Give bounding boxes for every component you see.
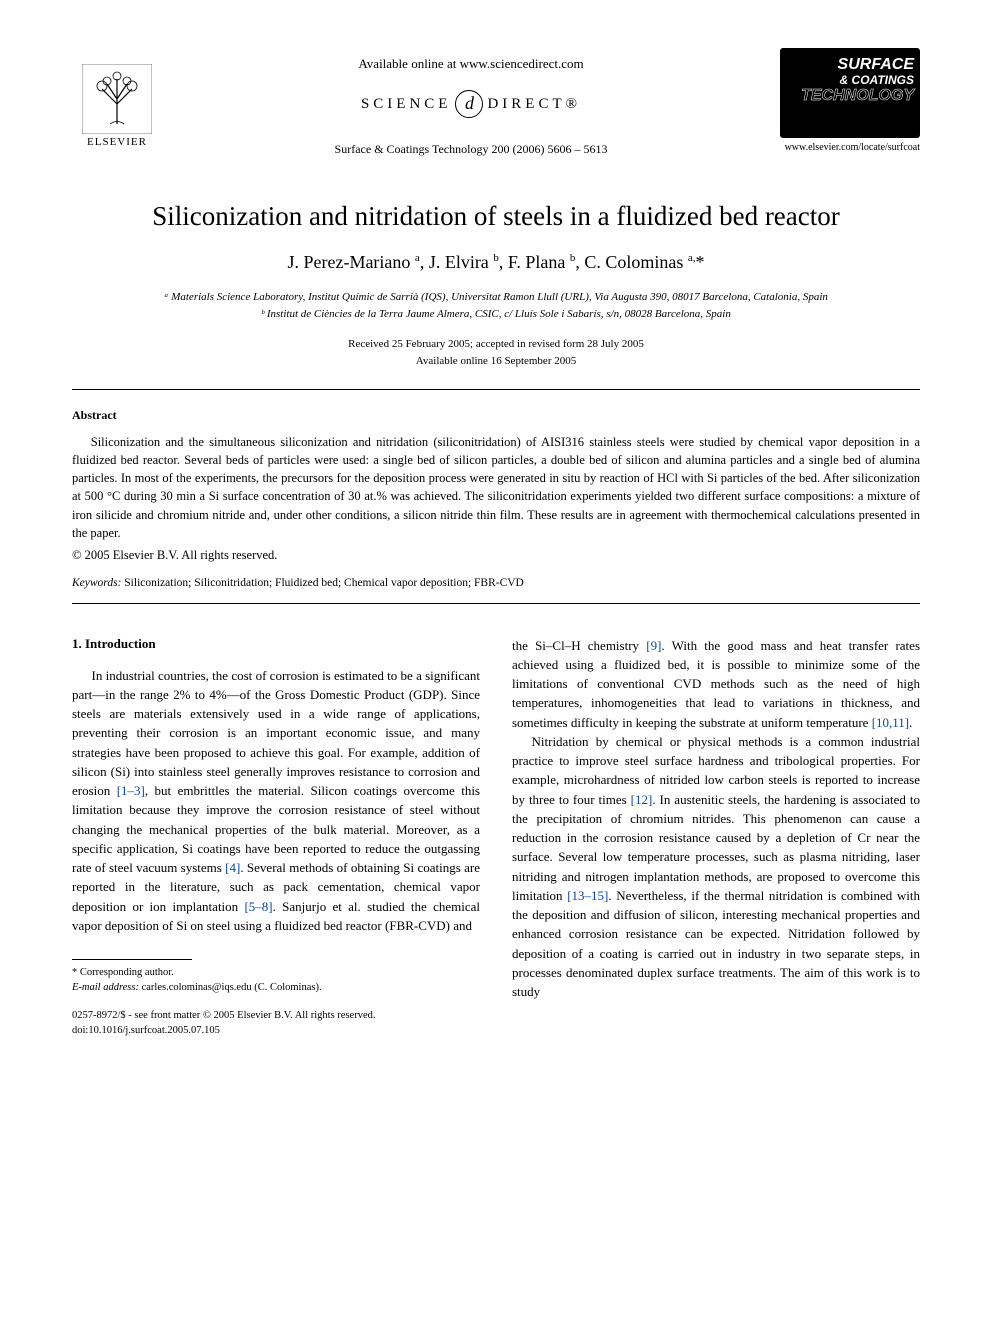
elsevier-label: ELSEVIER xyxy=(87,136,147,148)
ref-10-11[interactable]: [10,11] xyxy=(872,715,909,730)
sd-pre: SCIENCE xyxy=(361,96,452,113)
email-line: E-mail address: carles.colominas@iqs.edu… xyxy=(72,981,480,996)
ref-4[interactable]: [4] xyxy=(225,860,240,875)
abstract-heading: Abstract xyxy=(72,408,920,423)
sd-d-icon: d xyxy=(455,90,483,118)
column-right: the Si–Cl–H chemistry [9]. With the good… xyxy=(512,636,920,1039)
journal-logo: SURFACE & COATINGS TECHNOLOGY xyxy=(780,48,920,138)
abstract-copyright: © 2005 Elsevier B.V. All rights reserved… xyxy=(72,548,920,563)
footer-line1: 0257-8972/$ - see front matter © 2005 El… xyxy=(72,1009,480,1024)
center-header: Available online at www.sciencedirect.co… xyxy=(162,48,780,157)
journal-reference: Surface & Coatings Technology 200 (2006)… xyxy=(162,142,780,157)
ref-13-15[interactable]: [13–15] xyxy=(567,888,608,903)
online-line: Available online 16 September 2005 xyxy=(72,353,920,370)
footer-block: 0257-8972/$ - see front matter © 2005 El… xyxy=(72,1009,480,1038)
rule-top xyxy=(72,389,920,390)
received-line: Received 25 February 2005; accepted in r… xyxy=(72,336,920,353)
email-label: E-mail address: xyxy=(72,982,139,993)
journal-logo-line3: TECHNOLOGY xyxy=(786,87,914,105)
intro-para-1-cont: the Si–Cl–H chemistry [9]. With the good… xyxy=(512,636,920,732)
journal-logo-block: SURFACE & COATINGS TECHNOLOGY www.elsevi… xyxy=(780,48,920,153)
keywords-label: Keywords: xyxy=(72,577,121,589)
keywords-list: Siliconization; Siliconitridation; Fluid… xyxy=(121,577,523,589)
journal-logo-line2: & COATINGS xyxy=(786,74,914,87)
affiliation-a: ᵃ Materials Science Laboratory, Institut… xyxy=(72,289,920,306)
footnote-rule xyxy=(72,959,192,960)
page-header: ELSEVIER Available online at www.science… xyxy=(72,48,920,157)
email-address: carles.colominas@iqs.edu (C. Colominas). xyxy=(139,982,322,993)
elsevier-logo: ELSEVIER xyxy=(72,48,162,148)
column-left: 1. Introduction In industrial countries,… xyxy=(72,636,480,1039)
keywords: Keywords: Siliconization; Siliconitridat… xyxy=(72,577,920,589)
ref-1-3[interactable]: [1–3] xyxy=(117,783,145,798)
authors-line: J. Perez-Mariano a, J. Elvira b, F. Plan… xyxy=(72,252,920,273)
rule-bottom xyxy=(72,603,920,604)
article-dates: Received 25 February 2005; accepted in r… xyxy=(72,336,920,369)
journal-url: www.elsevier.com/locate/surfcoat xyxy=(780,142,920,153)
elsevier-tree-icon xyxy=(82,64,152,134)
corresponding-author: * Corresponding author. xyxy=(72,966,480,981)
article-title: Siliconization and nitridation of steels… xyxy=(72,201,920,232)
sd-post: DIRECT® xyxy=(487,96,581,113)
intro-para-2: Nitridation by chemical or physical meth… xyxy=(512,732,920,1001)
journal-logo-line1: SURFACE xyxy=(786,56,914,74)
body-columns: 1. Introduction In industrial countries,… xyxy=(72,636,920,1039)
ref-9[interactable]: [9] xyxy=(646,638,661,653)
section-1-heading: 1. Introduction xyxy=(72,636,480,652)
ref-5-8[interactable]: [5–8] xyxy=(244,899,272,914)
sciencedirect-logo: SCIENCE d DIRECT® xyxy=(162,90,780,118)
affiliations: ᵃ Materials Science Laboratory, Institut… xyxy=(72,289,920,322)
available-online-text: Available online at www.sciencedirect.co… xyxy=(162,56,780,72)
abstract-body: Siliconization and the simultaneous sili… xyxy=(72,433,920,542)
footer-doi: doi:10.1016/j.surfcoat.2005.07.105 xyxy=(72,1024,480,1039)
corresponding-footnote: * Corresponding author. E-mail address: … xyxy=(72,966,480,995)
affiliation-b: ᵇ Institut de Ciències de la Terra Jaume… xyxy=(72,306,920,323)
intro-para-1: In industrial countries, the cost of cor… xyxy=(72,666,480,935)
ref-12[interactable]: [12] xyxy=(631,792,653,807)
